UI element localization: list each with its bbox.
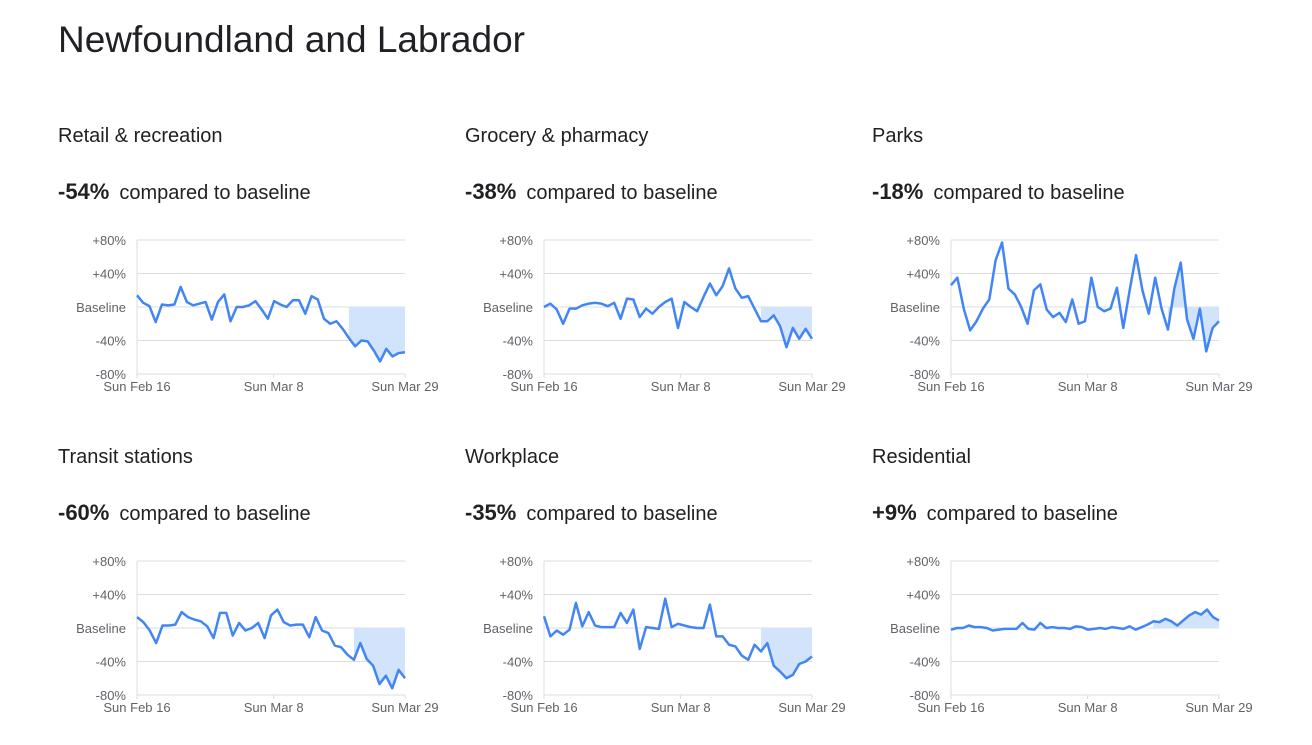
y-tick-label: -80% <box>503 688 534 703</box>
chart-panel-workplace: Workplace -35% compared to baseline +80% +40… <box>465 445 865 745</box>
x-tick-label: Sun Mar 8 <box>1058 700 1118 715</box>
chart-panel-transit: Transit stations -60% compared to baseline… <box>58 445 458 745</box>
x-tick-label: Sun Mar 29 <box>371 379 438 394</box>
line-chart: +80% +40% Baseline -40% -80%Sun Feb 16 Sun Ma… <box>890 233 1252 394</box>
stat-label: compared to baseline <box>526 503 718 525</box>
y-tick-label: Baseline <box>483 300 533 315</box>
y-tick-label: +40% <box>92 588 126 603</box>
chart-panel-grocery: Grocery & pharmacy -38% compared to baseli… <box>465 124 865 424</box>
y-tick-label: +80% <box>499 233 533 248</box>
x-tick-label: Sun Mar 8 <box>1058 379 1118 394</box>
y-tick-label: Baseline <box>890 621 940 636</box>
stat-value: -35% <box>465 500 517 525</box>
stat-value: -38% <box>465 179 517 204</box>
series-line <box>543 267 814 349</box>
line-chart: +80% +40% Baseline -40% -80%Sun Feb 16 Sun Ma… <box>483 233 845 394</box>
chart-panel-parks: Parks -18% compared to baseline +80% +40% Bas… <box>872 124 1272 424</box>
y-tick-label: +80% <box>92 233 126 248</box>
x-tick-label: Sun Mar 29 <box>778 700 845 715</box>
y-tick-label: +40% <box>499 267 533 282</box>
chart-title: Workplace <box>465 446 560 468</box>
baseline-period-area <box>760 307 812 348</box>
stat-value: +9% <box>872 500 917 525</box>
x-tick-label: Sun Feb 16 <box>103 379 170 394</box>
stat-label: compared to baseline <box>926 503 1118 525</box>
y-tick-label: +40% <box>906 588 940 603</box>
y-tick-label: -80% <box>910 367 941 382</box>
x-tick-label: Sun Feb 16 <box>510 700 577 715</box>
y-tick-label: +40% <box>92 267 126 282</box>
y-tick-label: Baseline <box>76 621 126 636</box>
chart-stat: -18% compared to baseline <box>872 178 1125 209</box>
stat-label: compared to baseline <box>526 182 718 204</box>
y-tick-label: +80% <box>92 554 126 569</box>
chart-stat: +9% compared to baseline <box>872 499 1118 530</box>
y-tick-label: -80% <box>96 688 127 703</box>
y-tick-label: -80% <box>96 367 127 382</box>
series-line <box>136 285 406 363</box>
chart-panel-residential: Residential +9% compared to baseline +80% +4… <box>872 445 1272 745</box>
chart-title: Grocery & pharmacy <box>465 125 649 147</box>
page-title: Newfoundland and Labrador <box>58 19 525 60</box>
y-tick-label: Baseline <box>890 300 940 315</box>
stat-value: -60% <box>58 500 110 525</box>
series-line <box>542 597 813 680</box>
y-tick-label: +80% <box>499 554 533 569</box>
series-line <box>950 241 1220 353</box>
chart-stat: -60% compared to baseline <box>58 499 311 530</box>
y-tick-label: +40% <box>906 267 940 282</box>
chart-title: Transit stations <box>58 446 193 468</box>
y-tick-label: -80% <box>503 367 534 382</box>
chart-stat: -38% compared to baseline <box>465 178 718 209</box>
x-tick-label: Sun Mar 29 <box>1185 379 1252 394</box>
baseline-period-area <box>1167 262 1219 352</box>
x-tick-label: Sun Mar 8 <box>651 379 711 394</box>
y-tick-label: Baseline <box>76 300 126 315</box>
x-tick-label: Sun Mar 8 <box>651 700 711 715</box>
y-tick-label: -40% <box>503 655 534 670</box>
baseline-period-area <box>353 628 405 689</box>
y-tick-label: +40% <box>499 588 533 603</box>
x-tick-label: Sun Feb 16 <box>917 379 984 394</box>
baseline-period-area <box>348 307 405 362</box>
y-tick-label: -40% <box>910 334 941 349</box>
series-line <box>136 608 406 690</box>
y-tick-label: +80% <box>906 554 940 569</box>
chart-title: Residential <box>872 446 971 468</box>
x-tick-label: Sun Mar 8 <box>244 379 304 394</box>
x-tick-label: Sun Mar 29 <box>1185 700 1252 715</box>
x-tick-label: Sun Mar 8 <box>244 700 304 715</box>
line-chart: +80% +40% Baseline -40% -80%Sun Feb 16 Sun Ma… <box>76 554 438 715</box>
line-chart: +80% +40% Baseline -40% -80%Sun Feb 16 Sun Ma… <box>76 233 438 394</box>
x-tick-label: Sun Feb 16 <box>917 700 984 715</box>
y-tick-label: -80% <box>910 688 941 703</box>
stat-label: compared to baseline <box>119 182 311 204</box>
x-tick-label: Sun Mar 29 <box>778 379 845 394</box>
stat-label: compared to baseline <box>933 182 1125 204</box>
line-chart: +80% +40% Baseline -40% -80%Sun Feb 16 Sun Ma… <box>890 554 1252 715</box>
chart-title: Parks <box>872 125 924 147</box>
x-tick-label: Sun Feb 16 <box>103 700 170 715</box>
chart-stat: -35% compared to baseline <box>465 499 718 530</box>
y-tick-label: -40% <box>503 334 534 349</box>
chart-stat: -54% compared to baseline <box>58 178 311 209</box>
series-line <box>950 608 1220 632</box>
stat-value: -18% <box>872 179 924 204</box>
stat-value: -54% <box>58 179 110 204</box>
y-tick-label: -40% <box>96 334 127 349</box>
y-tick-label: -40% <box>96 655 127 670</box>
x-tick-label: Sun Feb 16 <box>510 379 577 394</box>
y-tick-label: -40% <box>910 655 941 670</box>
chart-title: Retail & recreation <box>58 125 223 147</box>
y-tick-label: +80% <box>906 233 940 248</box>
stat-label: compared to baseline <box>119 503 311 525</box>
x-tick-label: Sun Mar 29 <box>371 700 438 715</box>
line-chart: +80% +40% Baseline -40% -80%Sun Feb 16 Sun Ma… <box>483 554 845 715</box>
y-tick-label: Baseline <box>483 621 533 636</box>
chart-panel-retail: Retail & recreation -54% compared to basel… <box>58 124 458 424</box>
baseline-period-area <box>760 628 812 679</box>
